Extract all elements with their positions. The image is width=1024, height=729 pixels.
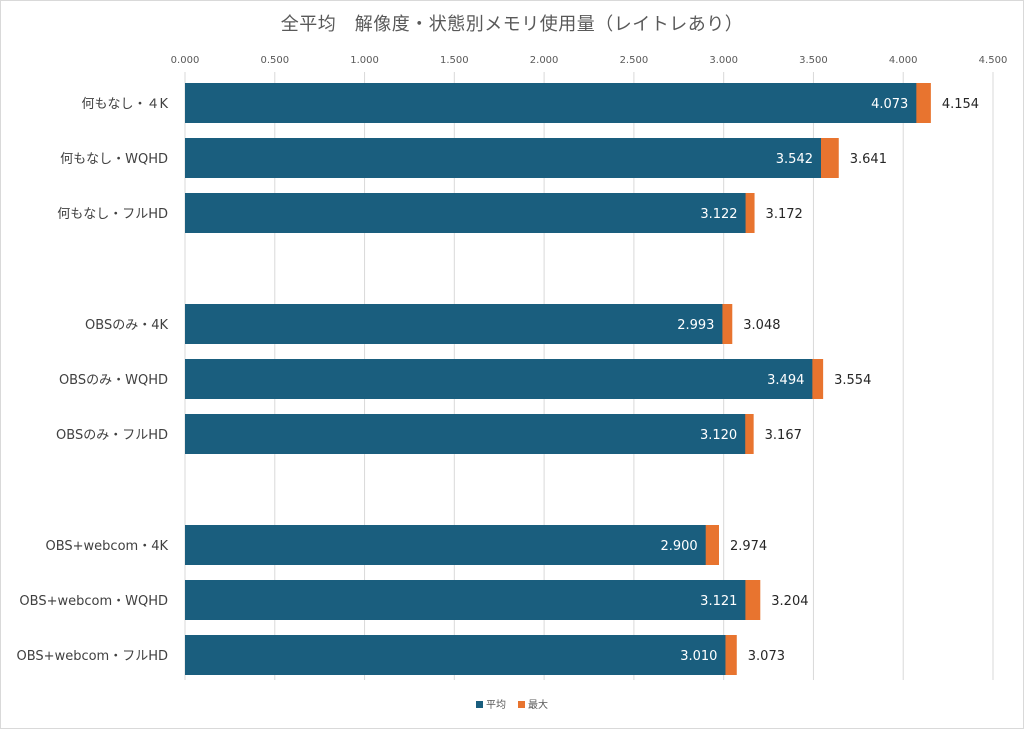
- x-tick-label: 1.000: [350, 55, 379, 66]
- bar-average-value-label: 3.494: [767, 373, 804, 388]
- bar-average-value-label: 3.542: [776, 152, 813, 167]
- bar-max-value-label: 4.154: [942, 97, 979, 112]
- bar-average-value-label: 3.010: [680, 649, 717, 664]
- x-tick-label: 4.500: [979, 55, 1008, 66]
- category-label: 何もなし・４K: [81, 96, 168, 112]
- bar-average: [185, 138, 821, 178]
- bar-average: [185, 304, 723, 344]
- bar-max-value-label: 3.204: [771, 594, 808, 609]
- legend-swatch-max: [518, 701, 525, 708]
- x-tick-label: 1.500: [440, 55, 469, 66]
- x-tick-label: 2.500: [620, 55, 649, 66]
- legend-label-max: 最大: [528, 698, 548, 711]
- bar-max-value-label: 3.172: [766, 207, 803, 222]
- bar-average-value-label: 3.122: [700, 207, 737, 222]
- bar-average: [185, 193, 746, 233]
- chart-title: 全平均 解像度・状態別メモリ使用量（レイトレあり）: [280, 14, 744, 35]
- bar-average: [185, 414, 746, 454]
- category-label: OBS+webcom・4K: [45, 539, 168, 554]
- legend-swatch-average: [476, 701, 483, 708]
- bar-average-value-label: 2.900: [660, 539, 697, 554]
- category-label: OBSのみ・WQHD: [59, 373, 168, 388]
- bar-average: [185, 359, 813, 399]
- category-label: OBSのみ・フルHD: [56, 428, 168, 443]
- bar-average-value-label: 3.120: [700, 428, 737, 443]
- bar-max-value-label: 3.641: [850, 152, 887, 167]
- bar-average: [185, 525, 706, 565]
- bar-average: [185, 83, 917, 123]
- category-label: OBS+webcom・WQHD: [19, 594, 168, 609]
- bar-average-value-label: 4.073: [871, 97, 908, 112]
- legend-label-average: 平均: [486, 699, 506, 711]
- bar-average: [185, 635, 726, 675]
- bar-max-value-label: 2.974: [730, 539, 767, 554]
- category-label: OBSのみ・4K: [85, 318, 168, 333]
- x-tick-label: 3.500: [799, 55, 828, 66]
- category-label: 何もなし・WQHD: [60, 151, 168, 167]
- x-tick-label: 3.000: [709, 55, 738, 66]
- x-tick-label: 2.000: [530, 55, 559, 66]
- bar-average: [185, 580, 746, 620]
- x-tick-label: 0.000: [171, 55, 200, 66]
- bar-max-value-label: 3.554: [834, 373, 871, 388]
- bar-average-value-label: 3.121: [700, 594, 737, 609]
- x-tick-label: 0.500: [260, 55, 289, 66]
- category-label: 何もなし・フルHD: [57, 206, 168, 222]
- bar-max-value-label: 3.167: [765, 428, 802, 443]
- bar-max-value-label: 3.048: [743, 318, 780, 333]
- x-tick-label: 4.000: [889, 55, 918, 66]
- category-label: OBS+webcom・フルHD: [17, 649, 169, 664]
- bar-max-value-label: 3.073: [748, 649, 785, 664]
- bar-average-value-label: 2.993: [677, 318, 714, 333]
